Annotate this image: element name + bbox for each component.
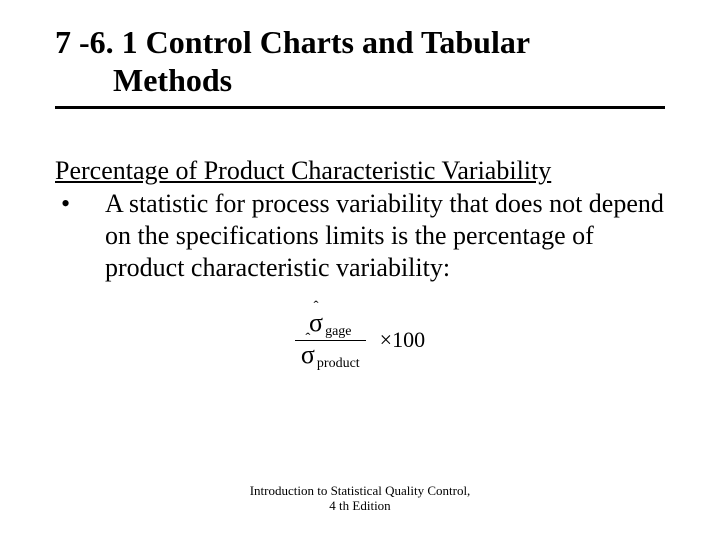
equation-denominator: ˆ σ product [295, 341, 366, 371]
bullet-marker: • [55, 188, 105, 283]
subscript-product: product [315, 356, 360, 371]
hat-symbol: ˆ [314, 300, 319, 315]
body-content: Percentage of Product Characteristic Var… [55, 155, 665, 371]
title-block: 7 -6. 1 Control Charts and Tabular Metho… [55, 24, 665, 109]
slide-footer: Introduction to Statistical Quality Cont… [0, 483, 720, 514]
title-line-2: Methods [55, 62, 232, 98]
footer-line-1: Introduction to Statistical Quality Cont… [250, 483, 471, 498]
bullet-text: A statistic for process variability that… [105, 188, 665, 283]
bullet-item: • A statistic for process variability th… [55, 188, 665, 283]
title-underline-rule [55, 106, 665, 109]
sigma-hat-product: ˆ σ [301, 341, 315, 370]
slide: 7 -6. 1 Control Charts and Tabular Metho… [0, 0, 720, 540]
times-100: ×100 [370, 327, 425, 352]
subheading: Percentage of Product Characteristic Var… [55, 155, 665, 186]
hat-symbol: ˆ [305, 332, 310, 347]
slide-title: 7 -6. 1 Control Charts and Tabular Metho… [55, 24, 665, 100]
footer-line-2: 4 th Edition [329, 498, 390, 513]
equation-fraction: ˆ σ gage ˆ σ product [295, 309, 366, 371]
sigma-hat-gage: ˆ σ [309, 309, 323, 338]
subscript-gage: gage [323, 324, 351, 339]
title-line-1: 7 -6. 1 Control Charts and Tabular [55, 24, 530, 60]
equation: ˆ σ gage ˆ σ product ×100 [55, 309, 665, 371]
